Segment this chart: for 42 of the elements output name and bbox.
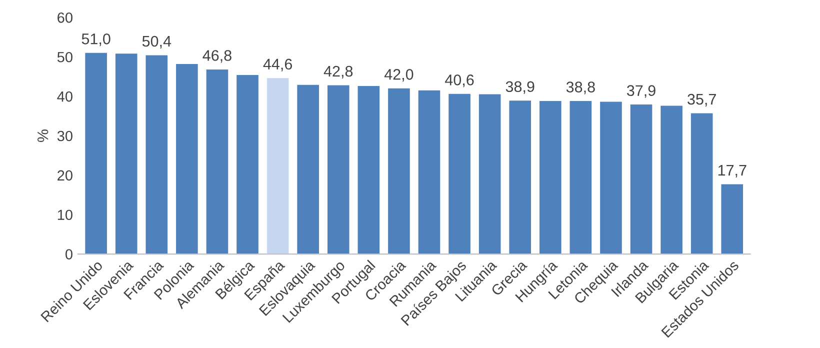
data-label: 44,6	[263, 58, 292, 72]
y-axis-title: %	[37, 129, 48, 142]
bar	[388, 88, 410, 254]
y-tick-label: 50	[57, 52, 72, 62]
bar	[297, 84, 319, 254]
bar	[266, 78, 289, 254]
bar	[448, 94, 470, 254]
y-tick-label: 10	[58, 210, 72, 220]
bar	[115, 54, 138, 254]
data-label: 35,7	[688, 94, 716, 106]
data-label: 46,8	[202, 50, 232, 63]
bar	[206, 69, 228, 254]
bar	[236, 74, 258, 254]
data-label: 42,0	[384, 69, 414, 82]
data-label: 42,8	[324, 66, 353, 78]
data-label: 38,8	[566, 82, 595, 94]
data-label: 40,6	[445, 74, 474, 88]
y-tick-label: 30	[57, 130, 72, 142]
y-tick-label: 0	[66, 249, 72, 260]
bar	[478, 94, 501, 254]
y-tick-label: 60	[58, 12, 72, 23]
data-label: 37,9	[626, 85, 656, 98]
y-tick-label: 20	[58, 170, 72, 181]
bar	[509, 100, 532, 254]
bar	[660, 106, 682, 254]
bar	[176, 64, 198, 254]
y-tick-label: 40	[57, 91, 72, 102]
bar	[327, 85, 350, 254]
data-label: 50,4	[142, 36, 172, 48]
bar	[570, 101, 592, 254]
data-label: 17,7	[718, 164, 746, 178]
bar	[146, 55, 168, 254]
bar	[600, 102, 622, 254]
bar	[539, 101, 562, 254]
data-label: 38,9	[506, 81, 534, 94]
bar	[85, 52, 107, 254]
bar	[358, 86, 380, 254]
bar	[690, 113, 713, 254]
bar	[418, 90, 440, 254]
bar	[630, 104, 652, 254]
bar	[721, 184, 744, 254]
data-label: 51,0	[82, 34, 110, 46]
